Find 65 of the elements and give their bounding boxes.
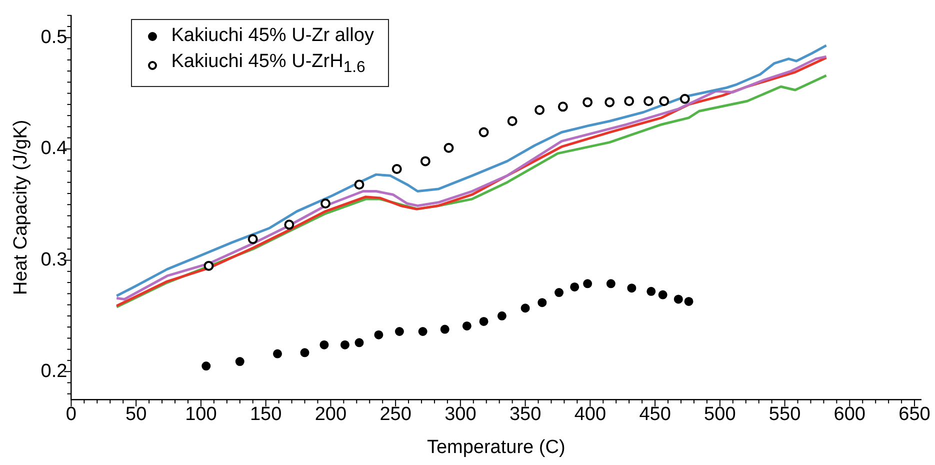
x-axis-title: Temperature (C) <box>426 436 566 458</box>
point <box>478 127 489 138</box>
point <box>340 340 350 350</box>
point <box>624 96 634 106</box>
point <box>497 311 506 320</box>
point <box>658 290 668 300</box>
x-tick-label: 0 <box>66 404 76 426</box>
point <box>440 324 450 334</box>
point <box>604 97 615 108</box>
y-tick-label: 0.2 <box>40 360 68 382</box>
point <box>462 321 472 330</box>
point <box>204 260 214 271</box>
point <box>684 296 694 306</box>
point <box>300 348 310 358</box>
point <box>534 105 545 116</box>
point <box>320 198 330 209</box>
point <box>538 298 547 308</box>
x-tick-label: 150 <box>250 404 282 426</box>
point <box>235 357 244 366</box>
point <box>284 220 294 230</box>
point <box>420 156 430 166</box>
point <box>659 96 670 106</box>
point <box>354 180 364 190</box>
point <box>392 164 402 174</box>
x-tick-label: 550 <box>768 404 801 426</box>
y-axis-title: Heat Capacity (J/gK) <box>10 120 32 296</box>
point <box>674 294 683 304</box>
x-tick-label: 350 <box>509 404 542 426</box>
y-tick-label: 0.3 <box>40 250 68 271</box>
point <box>354 338 364 348</box>
point <box>582 97 593 108</box>
x-tick-label: 300 <box>444 404 476 426</box>
point <box>418 327 428 336</box>
point <box>479 316 488 326</box>
point <box>646 286 656 296</box>
point <box>320 340 329 350</box>
x-tick-label: 450 <box>639 404 671 426</box>
point <box>248 234 258 244</box>
point <box>644 96 654 106</box>
x-tick-label: 50 <box>126 404 147 426</box>
point <box>558 102 568 112</box>
x-tick-label: 200 <box>314 404 347 426</box>
point <box>374 330 384 340</box>
x-tick-label: 400 <box>574 404 606 426</box>
x-tick-label: 650 <box>898 404 930 426</box>
x-tick-label: 600 <box>834 404 866 426</box>
point <box>272 349 282 358</box>
point <box>507 116 518 126</box>
point <box>520 304 530 313</box>
x-tick-label: 250 <box>380 404 412 426</box>
y-tick-label: 0.5 <box>40 26 68 48</box>
x-tick-label: 500 <box>704 404 736 426</box>
point <box>583 279 592 288</box>
point <box>394 327 404 336</box>
point <box>554 288 564 298</box>
point <box>444 142 454 153</box>
legend-label: Kakiuchi 45% U-Zr alloy <box>171 24 374 48</box>
point <box>606 279 616 288</box>
point <box>680 94 690 104</box>
point <box>570 282 580 292</box>
legend-label: Kakiuchi 45% U-ZrH$_{1.6}$ <box>171 50 366 78</box>
x-tick-label: 100 <box>185 404 217 426</box>
point <box>202 362 211 371</box>
point <box>627 284 636 293</box>
y-tick-label: 0.4 <box>40 138 68 160</box>
